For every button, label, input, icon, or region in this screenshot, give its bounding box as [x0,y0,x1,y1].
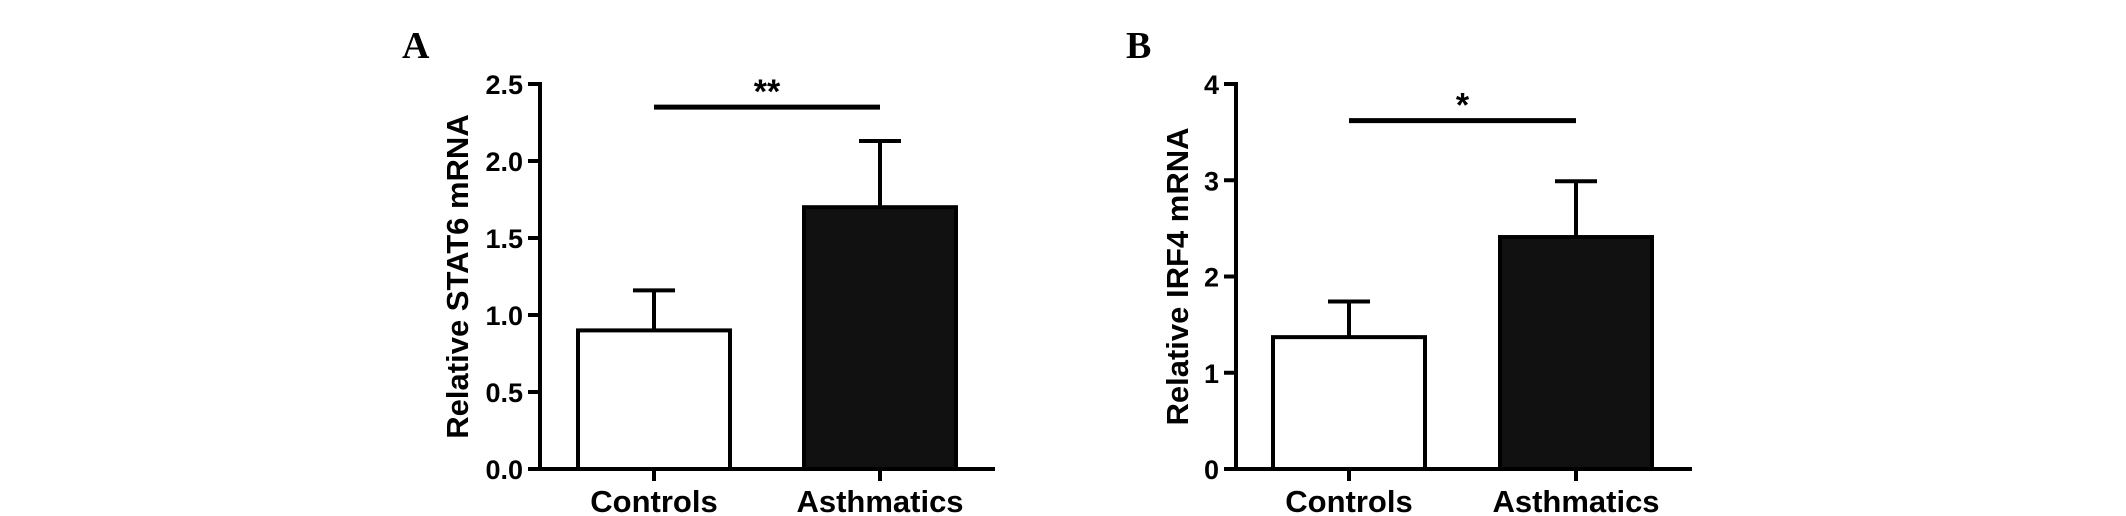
y-tick-label: 2.5 [485,70,523,100]
x-tick-label: Controls [590,484,717,516]
y-tick-label: 1 [1204,359,1219,389]
y-tick-label: 0 [1204,455,1219,485]
y-tick-label: 3 [1204,166,1219,196]
y-axis-title: Relative IRF4 mRNA [1160,127,1195,425]
x-tick-label: Asthmatics [796,484,963,516]
panel-b: B 0 1 2 3 4 Controls Asthmatics Relative IRF4 mR… [1126,25,1692,516]
x-tick-label: Controls [1285,484,1412,516]
panel-a: A 0.0 0.5 1.0 1.5 2.0 2.5 Controls Asthmatics Rel… [402,25,995,516]
significance-label: ** [754,73,781,111]
y-axis-title: Relative STAT6 mRNA [440,114,475,438]
y-tick-label: 0.5 [485,378,523,408]
bar-controls [1271,335,1427,472]
y-tick-label: 2 [1204,263,1219,293]
y-tick-label: 1.0 [485,301,523,331]
panel-letter: A [402,25,430,67]
bar-asthmatics [802,205,958,471]
y-tick-label: 0.0 [485,455,523,485]
y-tick-label: 1.5 [485,224,523,254]
x-tick-label: Asthmatics [1492,484,1659,516]
panel-letter: B [1126,25,1151,67]
bar-controls [576,328,732,471]
y-tick-label: 4 [1204,70,1219,100]
y-tick-label: 2.0 [485,147,523,177]
bar-asthmatics [1498,235,1654,471]
significance-label: * [1456,87,1470,125]
